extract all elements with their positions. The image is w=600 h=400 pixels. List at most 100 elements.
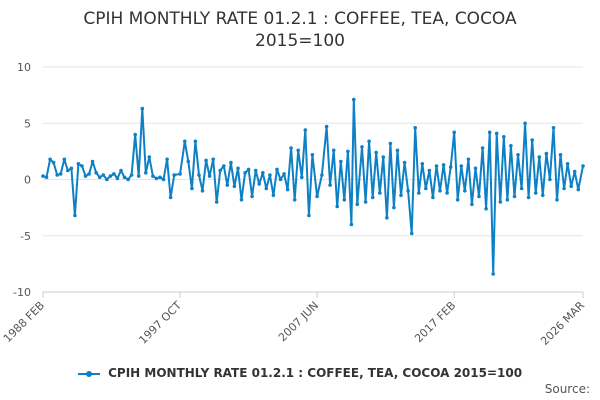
data-point[interactable] [250, 194, 254, 199]
data-point[interactable] [105, 177, 109, 182]
data-point[interactable] [349, 222, 354, 227]
data-point[interactable] [193, 139, 198, 144]
data-point[interactable] [307, 213, 311, 218]
data-point[interactable] [399, 193, 403, 198]
data-point[interactable] [296, 148, 301, 153]
data-point[interactable] [144, 171, 148, 175]
data-point[interactable] [434, 164, 439, 168]
data-point[interactable] [161, 177, 166, 182]
data-point[interactable] [55, 173, 59, 177]
data-point[interactable] [370, 195, 375, 200]
data-point[interactable] [41, 174, 45, 178]
data-point[interactable] [441, 163, 446, 167]
data-point[interactable] [480, 146, 485, 150]
data-point[interactable] [424, 186, 428, 191]
data-point[interactable] [190, 186, 194, 191]
data-point[interactable] [264, 186, 269, 191]
data-point[interactable] [211, 157, 215, 162]
data-point[interactable] [565, 162, 570, 166]
data-point[interactable] [555, 198, 559, 202]
data-point[interactable] [581, 164, 585, 168]
data-point[interactable] [97, 175, 102, 180]
data-point[interactable] [285, 187, 290, 192]
data-point[interactable] [168, 195, 173, 200]
data-point[interactable] [122, 175, 127, 180]
data-point[interactable] [494, 131, 499, 136]
data-point[interactable] [289, 146, 293, 150]
data-point[interactable] [147, 155, 152, 159]
data-point[interactable] [339, 159, 343, 164]
data-point[interactable] [367, 139, 371, 144]
data-point[interactable] [487, 130, 492, 135]
data-point[interactable] [66, 168, 70, 173]
data-point[interactable] [484, 207, 488, 211]
data-point[interactable] [300, 175, 304, 180]
data-point[interactable] [355, 202, 360, 207]
data-point[interactable] [44, 175, 49, 180]
data-point[interactable] [225, 183, 230, 187]
data-point[interactable] [381, 155, 386, 159]
data-point[interactable] [533, 191, 538, 195]
data-point[interactable] [204, 158, 208, 163]
data-point[interactable] [303, 128, 308, 132]
data-point[interactable] [523, 121, 527, 126]
data-point[interactable] [516, 153, 520, 157]
data-point[interactable] [236, 166, 240, 171]
data-point[interactable] [218, 168, 222, 173]
data-point[interactable] [572, 169, 577, 174]
data-point[interactable] [463, 189, 467, 193]
data-point[interactable] [172, 173, 176, 177]
data-point[interactable] [324, 124, 329, 129]
data-point[interactable] [292, 198, 297, 202]
data-point[interactable] [328, 183, 332, 187]
data-point[interactable] [427, 168, 432, 173]
data-point[interactable] [537, 155, 542, 159]
data-point[interactable] [112, 172, 116, 176]
data-point[interactable] [129, 173, 134, 177]
data-point[interactable] [477, 194, 481, 199]
data-point[interactable] [108, 174, 113, 178]
data-point[interactable] [512, 194, 517, 199]
data-point[interactable] [320, 173, 324, 177]
data-point[interactable] [51, 160, 56, 165]
data-point[interactable] [459, 164, 464, 168]
data-point[interactable] [413, 126, 418, 130]
data-point[interactable] [151, 174, 155, 178]
data-point[interactable] [409, 231, 414, 236]
data-point[interactable] [385, 216, 389, 220]
data-point[interactable] [331, 148, 336, 153]
data-point[interactable] [402, 160, 407, 165]
data-point[interactable] [378, 191, 382, 195]
data-point[interactable] [448, 165, 453, 169]
data-point[interactable] [87, 172, 91, 176]
data-point[interactable] [346, 149, 350, 154]
data-point[interactable] [261, 171, 265, 175]
data-point[interactable] [62, 157, 67, 162]
data-point[interactable] [470, 202, 474, 207]
data-point[interactable] [83, 174, 88, 178]
data-point[interactable] [498, 200, 503, 204]
data-point[interactable] [207, 174, 212, 178]
data-point[interactable] [420, 162, 425, 166]
data-point[interactable] [335, 204, 340, 209]
data-point[interactable] [491, 272, 496, 276]
data-point[interactable] [90, 159, 95, 164]
data-point[interactable] [154, 176, 159, 181]
data-point[interactable] [257, 182, 262, 186]
data-point[interactable] [505, 198, 510, 202]
data-point[interactable] [232, 184, 237, 189]
data-point[interactable] [275, 167, 279, 172]
data-point[interactable] [576, 187, 581, 192]
data-point[interactable] [239, 198, 244, 202]
data-point[interactable] [158, 175, 162, 180]
data-point[interactable] [282, 172, 286, 176]
data-point[interactable] [502, 135, 506, 139]
data-point[interactable] [140, 106, 145, 111]
data-point[interactable] [76, 162, 81, 166]
data-point[interactable] [395, 148, 400, 153]
data-point[interactable] [115, 176, 120, 181]
data-point[interactable] [178, 172, 182, 176]
data-point[interactable] [186, 159, 191, 164]
data-point[interactable] [101, 173, 106, 177]
data-point[interactable] [352, 97, 356, 102]
